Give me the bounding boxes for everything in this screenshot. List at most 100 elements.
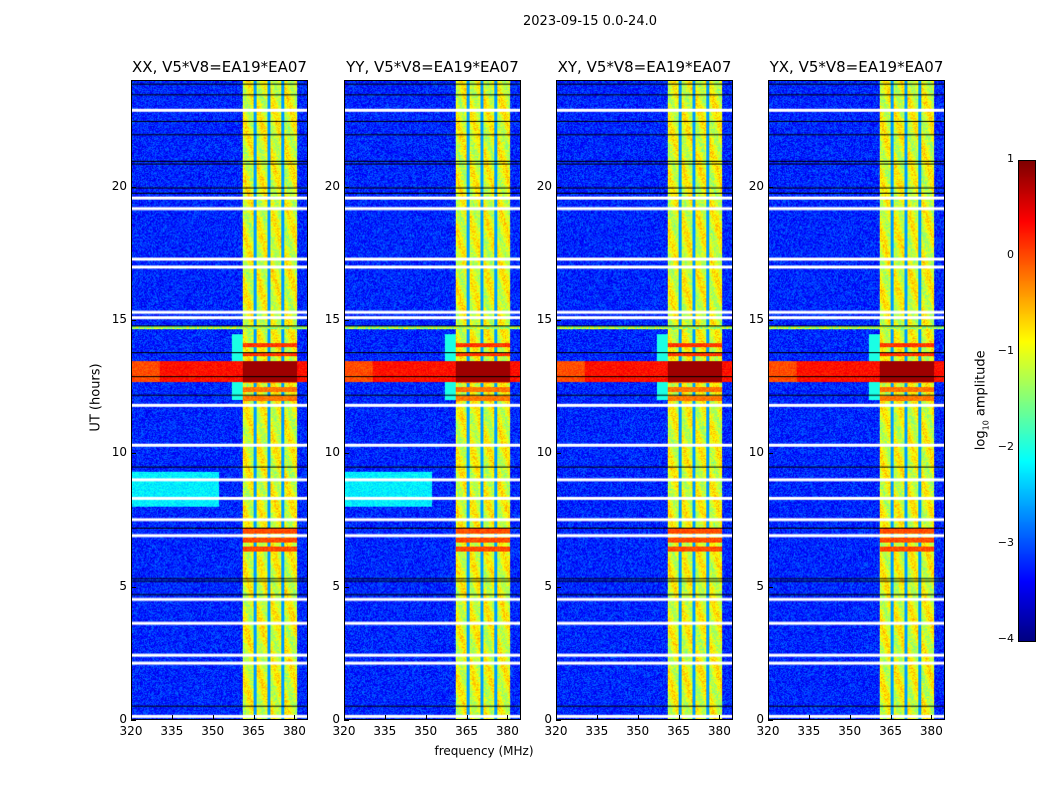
y-tick-label: 5 bbox=[119, 578, 127, 593]
x-tick-mark bbox=[556, 715, 557, 720]
x-tick-mark bbox=[253, 715, 255, 720]
y-tick-label: 15 bbox=[111, 312, 127, 326]
y-tick-label: 5 bbox=[756, 578, 764, 593]
x-tick-mark bbox=[384, 715, 386, 720]
y-tick-label: 20 bbox=[748, 178, 764, 193]
y-tick-label: 10 bbox=[536, 445, 552, 460]
colorbar-tick-label: 0 bbox=[1007, 248, 1014, 261]
x-tick-label: 365 bbox=[455, 724, 478, 738]
panel-title: XY, V5*V8=EA19*EA07 bbox=[557, 58, 732, 76]
x-tick-mark bbox=[596, 715, 598, 720]
panel-title: YX, V5*V8=EA19*EA07 bbox=[769, 58, 944, 76]
x-tick-label: 320 bbox=[119, 724, 143, 738]
x-tick-label: 380 bbox=[707, 724, 731, 738]
colorbar-tick-label: −3 bbox=[997, 536, 1014, 549]
y-tick-mark bbox=[556, 453, 561, 455]
y-tick-label: 0 bbox=[544, 712, 552, 726]
x-tick-label: 335 bbox=[797, 724, 821, 738]
y-tick-mark bbox=[768, 586, 773, 588]
colorbar-tick-label: −2 bbox=[997, 440, 1014, 453]
y-tick-mark bbox=[768, 720, 773, 721]
figure-title: 2023-09-15 0.0-24.0 bbox=[523, 14, 657, 29]
x-tick-label: 320 bbox=[332, 724, 356, 738]
y-tick-mark bbox=[556, 320, 561, 321]
colorbar-label-main: log bbox=[973, 430, 989, 451]
x-tick-mark bbox=[466, 715, 468, 720]
x-tick-label: 380 bbox=[495, 724, 519, 738]
x-tick-label: 380 bbox=[919, 724, 943, 738]
y-tick-mark bbox=[131, 586, 136, 588]
y-tick-label: 5 bbox=[544, 578, 552, 593]
x-tick-label: 350 bbox=[626, 724, 650, 738]
y-tick-label: 10 bbox=[324, 445, 340, 460]
x-tick-mark bbox=[212, 715, 214, 720]
x-tick-mark bbox=[808, 715, 810, 720]
y-tick-mark bbox=[344, 186, 349, 188]
x-tick-mark bbox=[768, 715, 769, 720]
colorbar-label-sub: 10 bbox=[981, 420, 991, 431]
panel-title: XX, V5*V8=EA19*EA07 bbox=[132, 58, 307, 76]
y-tick-mark bbox=[131, 186, 136, 188]
x-tick-mark bbox=[931, 715, 933, 720]
x-tick-label: 365 bbox=[242, 724, 265, 738]
x-axis-label: frequency (MHz) bbox=[434, 744, 534, 758]
x-tick-label: 380 bbox=[282, 724, 306, 738]
y-tick-label: 0 bbox=[119, 712, 127, 726]
y-tick-mark bbox=[344, 320, 349, 321]
x-tick-mark bbox=[637, 715, 639, 720]
waterfall-panel-1 bbox=[344, 80, 521, 720]
panel-title: YY, V5*V8=EA19*EA07 bbox=[346, 58, 519, 76]
y-tick-label: 20 bbox=[324, 178, 340, 193]
x-tick-mark bbox=[171, 715, 173, 720]
waterfall-panel-3 bbox=[768, 80, 945, 720]
y-tick-mark bbox=[344, 586, 349, 588]
x-tick-label: 335 bbox=[373, 724, 397, 738]
y-tick-mark bbox=[344, 720, 349, 721]
colorbar-tick-label: −1 bbox=[997, 344, 1014, 357]
y-tick-mark bbox=[556, 186, 561, 188]
x-tick-label: 335 bbox=[160, 724, 184, 738]
waterfall-panel-0 bbox=[131, 80, 308, 720]
colorbar-tick-label: −4 bbox=[997, 632, 1014, 645]
colorbar-label-rest: amplitude bbox=[973, 350, 989, 421]
y-tick-label: 10 bbox=[111, 445, 127, 460]
x-tick-mark bbox=[294, 715, 296, 720]
x-tick-label: 335 bbox=[585, 724, 609, 738]
y-tick-mark bbox=[768, 453, 773, 455]
y-tick-label: 0 bbox=[332, 712, 340, 726]
x-tick-label: 320 bbox=[544, 724, 568, 738]
y-tick-label: 5 bbox=[332, 578, 340, 593]
y-tick-label: 0 bbox=[756, 712, 764, 726]
waterfall-panel-2 bbox=[556, 80, 733, 720]
y-tick-mark bbox=[131, 720, 136, 721]
y-tick-label: 15 bbox=[748, 312, 764, 326]
colorbar-label: log10 amplitude bbox=[974, 340, 991, 460]
y-tick-mark bbox=[556, 720, 561, 721]
x-tick-mark bbox=[507, 715, 509, 720]
x-tick-label: 350 bbox=[201, 724, 225, 738]
y-tick-mark bbox=[131, 453, 136, 455]
y-tick-label: 15 bbox=[324, 312, 340, 326]
x-tick-mark bbox=[719, 715, 721, 720]
y-tick-mark bbox=[556, 586, 561, 588]
y-tick-label: 10 bbox=[748, 445, 764, 460]
y-axis-label: UT (hours) bbox=[88, 363, 104, 432]
x-tick-mark bbox=[425, 715, 427, 720]
x-tick-mark bbox=[678, 715, 680, 720]
y-tick-label: 15 bbox=[536, 312, 552, 326]
x-tick-label: 350 bbox=[414, 724, 438, 738]
y-tick-label: 20 bbox=[111, 178, 127, 193]
y-tick-label: 20 bbox=[536, 178, 552, 193]
x-tick-label: 350 bbox=[838, 724, 862, 738]
y-tick-mark bbox=[131, 320, 136, 321]
x-tick-label: 365 bbox=[879, 724, 902, 738]
x-tick-label: 365 bbox=[667, 724, 690, 738]
x-tick-mark bbox=[849, 715, 851, 720]
colorbar-tick-label: 1 bbox=[1007, 152, 1014, 165]
colorbar bbox=[1018, 160, 1036, 642]
x-tick-label: 320 bbox=[756, 724, 780, 738]
y-tick-mark bbox=[768, 186, 773, 188]
y-tick-mark bbox=[344, 453, 349, 455]
x-tick-mark bbox=[131, 715, 132, 720]
y-tick-mark bbox=[768, 320, 773, 321]
